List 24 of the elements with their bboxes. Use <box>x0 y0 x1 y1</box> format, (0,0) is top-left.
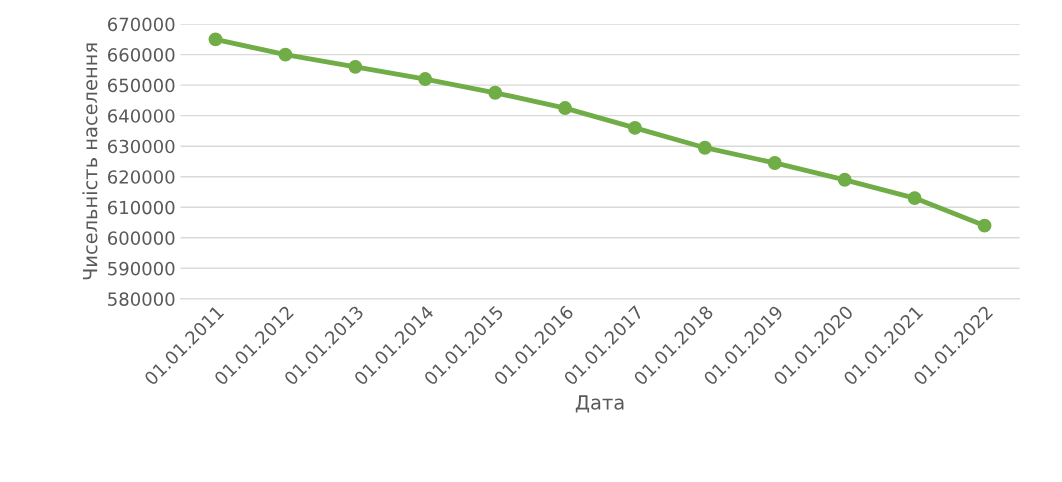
point <box>348 59 363 74</box>
point <box>977 218 992 233</box>
y-axis-title: Чисельність населення <box>82 43 98 280</box>
point <box>628 120 642 135</box>
point <box>418 72 433 86</box>
point <box>278 47 293 62</box>
point <box>488 85 503 100</box>
y-tick-label: 640000 <box>108 109 175 123</box>
point <box>837 172 852 187</box>
y-tick-label: 620000 <box>108 170 175 184</box>
y-tick-label: 660000 <box>108 48 175 62</box>
point <box>697 140 712 155</box>
point <box>767 156 782 170</box>
y-tick-label: 610000 <box>108 200 175 215</box>
point <box>208 32 223 47</box>
point <box>558 101 573 115</box>
y-tick-label: 650000 <box>108 78 175 93</box>
y-tick-label: 630000 <box>108 139 175 154</box>
y-tick-label: 580000 <box>108 292 175 306</box>
point <box>907 191 922 206</box>
y-tick-label: 600000 <box>108 231 175 245</box>
y-tick-label: 590000 <box>108 261 175 276</box>
y-tick-label: 670000 <box>108 17 175 32</box>
x-axis-title: Дата <box>575 395 624 413</box>
